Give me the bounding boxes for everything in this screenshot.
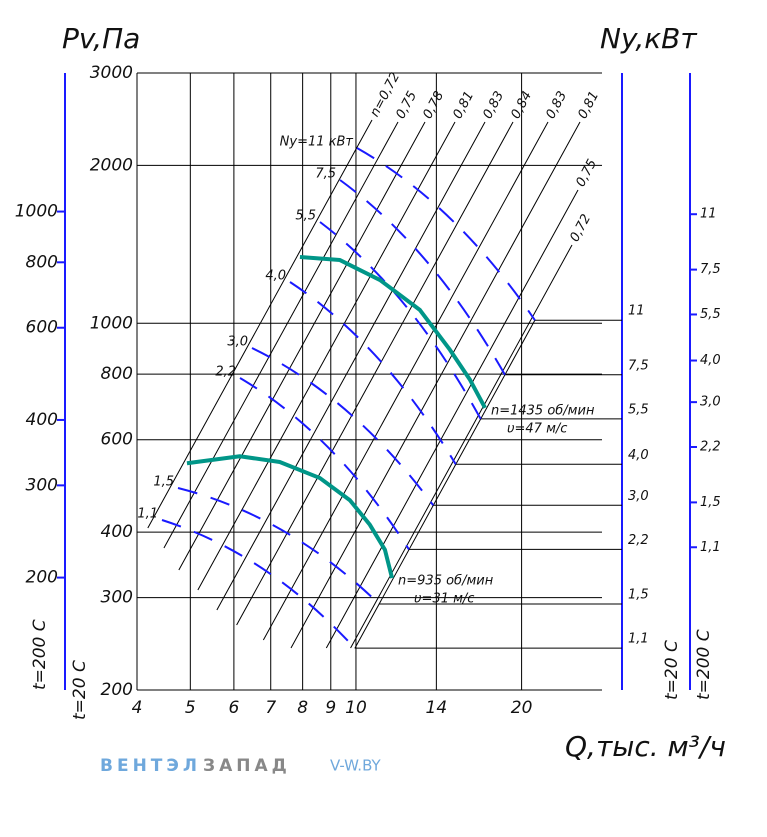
- efficiency-label: 0,75: [393, 89, 420, 122]
- x-tick-label: 8: [297, 698, 308, 718]
- curve: [186, 454, 394, 579]
- efficiency-line: [350, 244, 573, 649]
- power-label: 1,1: [137, 507, 158, 522]
- efficiency-line: [147, 119, 373, 529]
- x-axis-title: Q,тыс. м³/ч: [565, 730, 726, 763]
- efficiency-line: [216, 121, 486, 611]
- y3-tick-label: 300: [26, 475, 58, 495]
- brand-part1: ВЕНТЭЛ: [100, 756, 201, 776]
- power-line: [289, 281, 457, 465]
- power-label: 7,5: [315, 167, 336, 182]
- y4-tick-label: 2,2: [700, 439, 721, 454]
- y4-tick-label: 7,5: [700, 262, 721, 277]
- x-tick-label: 10: [345, 698, 367, 718]
- power-label: 3,0: [227, 335, 248, 350]
- y4-tick-label: 3,0: [700, 395, 721, 410]
- power-line: [177, 487, 380, 605]
- power-line: [161, 519, 356, 649]
- x-tick-label: 5: [185, 698, 196, 718]
- efficiency-line: [262, 121, 549, 641]
- y2-tick-label: 1,1: [628, 632, 649, 647]
- power-line: [251, 347, 435, 506]
- y3-tick-label: 1000: [15, 202, 58, 222]
- curve: [299, 254, 487, 409]
- efficiency-label: 0,75: [573, 157, 600, 190]
- y4-tick-label: 1,1: [700, 540, 721, 555]
- y-axis-title: Pv,Па: [62, 22, 140, 55]
- y3-tick-label: 800: [26, 252, 58, 272]
- x-tick-label: 14: [426, 698, 448, 718]
- power-label: 5,5: [295, 209, 316, 224]
- y4-tick-label: 5,5: [700, 307, 721, 322]
- x-tick-label: 4: [132, 698, 143, 718]
- efficiency-label: 0,78: [420, 89, 447, 122]
- x-tick-label: 7: [265, 698, 276, 718]
- y-tick-label: 2000: [90, 155, 133, 175]
- brand-site: V-W.BY: [330, 757, 382, 775]
- y2-tick-label: 11: [628, 304, 645, 319]
- y2-tick-label: 3,0: [628, 489, 649, 504]
- y-tick-label: 1000: [90, 313, 133, 333]
- y-tick-label: 600: [101, 430, 133, 450]
- y-tick-label: 300: [101, 588, 133, 608]
- series-speed: υ=31 м/с: [414, 591, 474, 606]
- efficiency-line: [290, 121, 581, 649]
- y3-tick-label: 400: [26, 410, 58, 430]
- y-tick-label: 200: [101, 680, 133, 700]
- temp-label: t=20 C: [70, 660, 90, 720]
- efficiency-label: 0,83: [480, 89, 507, 122]
- y2-tick-label: 2,2: [628, 533, 649, 548]
- efficiency-line: [236, 121, 514, 626]
- y3-tick-label: 200: [26, 568, 58, 588]
- series-label: n=1435 об/мин: [491, 403, 595, 418]
- y-tick-label: 800: [101, 364, 133, 384]
- y-tick-label: 3000: [90, 63, 133, 83]
- power-label: 1,5: [153, 475, 174, 490]
- temp-label: t=20 C: [662, 640, 682, 700]
- efficiency-label: 0,83: [543, 89, 570, 122]
- y3-tick-label: 600: [26, 318, 58, 338]
- efficiency-line: [325, 189, 579, 649]
- brand-part2: ЗАПАД: [203, 756, 291, 776]
- efficiency-line: [178, 121, 426, 571]
- power-line: [239, 377, 410, 550]
- efficiency-label: 0,81: [450, 89, 477, 122]
- x-tick-label: 6: [228, 698, 239, 718]
- series-label: n=935 об/мин: [398, 573, 494, 588]
- y4-tick-label: 4,0: [700, 353, 721, 368]
- temp-label: t=200 C: [30, 619, 50, 690]
- efficiency-label: 0,84: [508, 89, 535, 122]
- y-tick-label: 400: [101, 522, 133, 542]
- y2-tick-label: 1,5: [628, 587, 649, 602]
- temp-label: t=200 C: [694, 629, 714, 700]
- series-speed: υ=47 м/с: [507, 421, 567, 436]
- y2-tick-label: 4,0: [628, 448, 649, 463]
- y4-tick-label: 11: [700, 207, 717, 222]
- power-label: 4,0: [265, 269, 286, 284]
- y2-axis-title: Ny,кВт: [600, 22, 697, 55]
- y2-tick-label: 5,5: [628, 402, 649, 417]
- efficiency-line: [163, 121, 399, 549]
- power-label: 2,2: [215, 365, 236, 380]
- power-line: [319, 221, 482, 420]
- x-tick-label: 20: [511, 698, 533, 718]
- power-line: [339, 179, 506, 376]
- power-label: Ny=11 кВт: [280, 135, 354, 150]
- y2-tick-label: 7,5: [628, 358, 649, 373]
- efficiency-label: 0,81: [575, 89, 602, 122]
- efficiency-line: [197, 121, 456, 591]
- efficiency-label: 0,72: [567, 212, 594, 245]
- power-line: [356, 147, 536, 321]
- x-tick-label: 9: [325, 698, 336, 718]
- y4-tick-label: 1,5: [700, 495, 721, 510]
